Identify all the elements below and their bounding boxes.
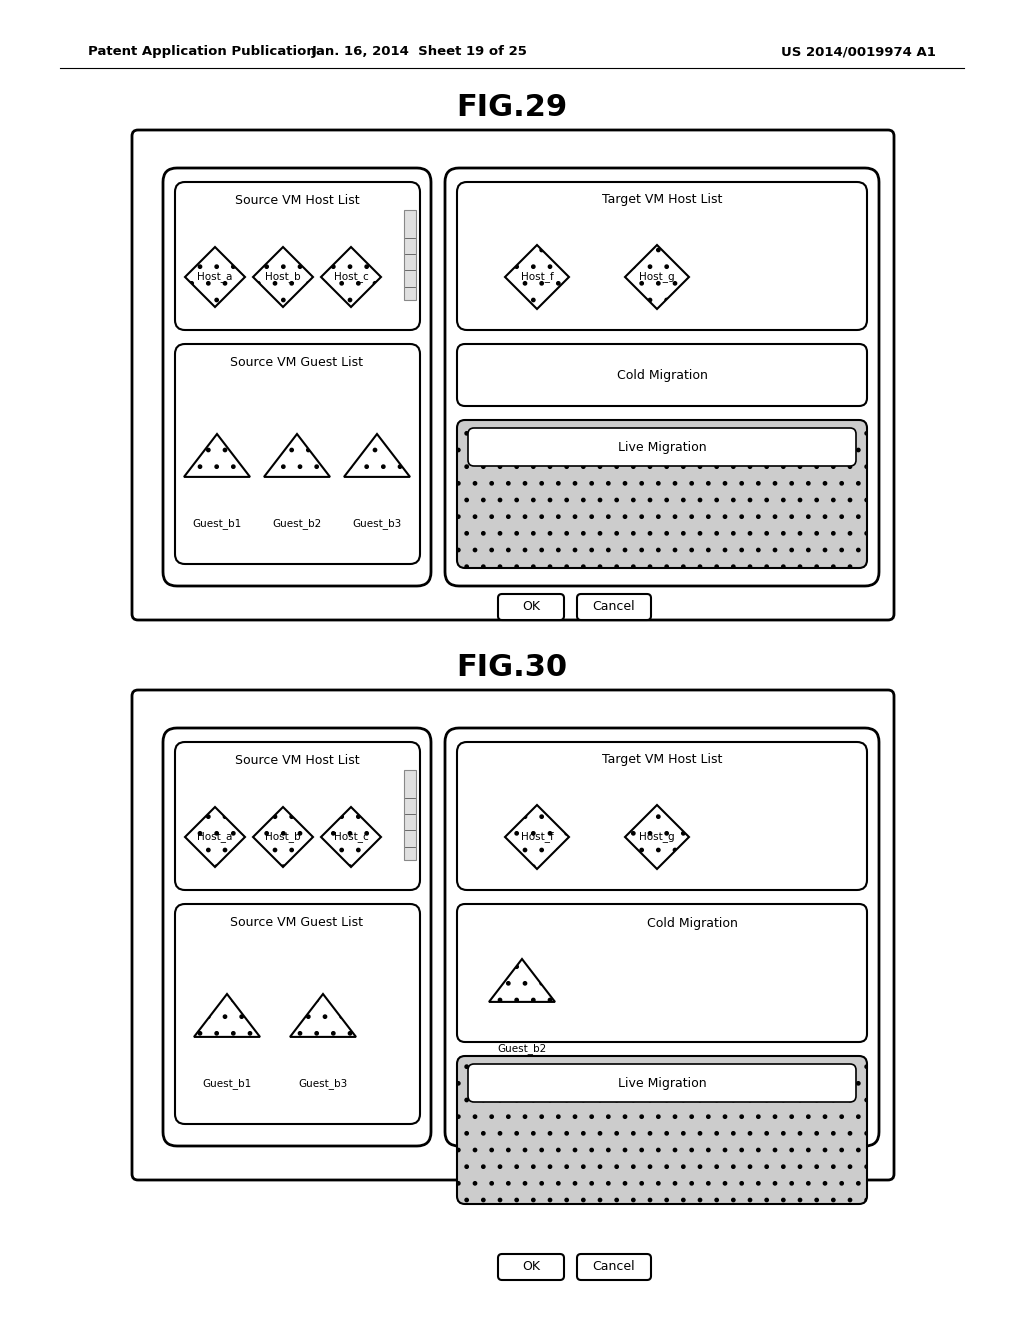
FancyBboxPatch shape <box>457 1056 867 1204</box>
Polygon shape <box>253 807 313 867</box>
Text: Target VM Host List: Target VM Host List <box>602 194 722 206</box>
Polygon shape <box>290 994 356 1038</box>
Text: Source VM Guest List: Source VM Guest List <box>230 355 364 368</box>
FancyBboxPatch shape <box>445 729 879 1146</box>
Text: Guest_b3: Guest_b3 <box>352 519 401 529</box>
FancyBboxPatch shape <box>468 1064 856 1102</box>
Text: Host_b: Host_b <box>265 832 301 842</box>
Polygon shape <box>184 434 250 477</box>
Text: Host_c: Host_c <box>334 272 369 282</box>
Text: Guest_b3: Guest_b3 <box>298 1078 347 1089</box>
FancyBboxPatch shape <box>132 690 894 1180</box>
Text: Host_f: Host_f <box>520 832 553 842</box>
FancyBboxPatch shape <box>457 182 867 330</box>
Polygon shape <box>505 805 569 869</box>
FancyBboxPatch shape <box>498 1254 564 1280</box>
Text: Host_b: Host_b <box>265 272 301 282</box>
Bar <box>404 210 416 300</box>
FancyBboxPatch shape <box>163 168 431 586</box>
Polygon shape <box>505 246 569 309</box>
FancyBboxPatch shape <box>457 420 867 568</box>
Text: Guest_b1: Guest_b1 <box>193 519 242 529</box>
Text: Guest_b1: Guest_b1 <box>203 1078 252 1089</box>
Polygon shape <box>625 246 689 309</box>
Text: Host_c: Host_c <box>334 832 369 842</box>
FancyBboxPatch shape <box>175 904 420 1125</box>
Polygon shape <box>489 960 555 1002</box>
FancyBboxPatch shape <box>468 428 856 466</box>
Text: Cancel: Cancel <box>593 1261 635 1274</box>
Text: Live Migration: Live Migration <box>617 441 707 454</box>
FancyBboxPatch shape <box>445 168 879 586</box>
Text: Live Migration: Live Migration <box>617 1077 707 1089</box>
Text: Host_a: Host_a <box>198 832 232 842</box>
FancyBboxPatch shape <box>498 594 564 620</box>
Text: US 2014/0019974 A1: US 2014/0019974 A1 <box>781 45 936 58</box>
Text: Patent Application Publication: Patent Application Publication <box>88 45 315 58</box>
Text: Target VM Host List: Target VM Host List <box>602 754 722 767</box>
FancyBboxPatch shape <box>577 1254 651 1280</box>
FancyBboxPatch shape <box>175 345 420 564</box>
Text: Jan. 16, 2014  Sheet 19 of 25: Jan. 16, 2014 Sheet 19 of 25 <box>312 45 528 58</box>
Polygon shape <box>194 994 260 1038</box>
Text: Guest_b2: Guest_b2 <box>272 519 322 529</box>
Text: Guest_b2: Guest_b2 <box>498 1044 547 1055</box>
Text: OK: OK <box>522 1261 540 1274</box>
Text: Host_f: Host_f <box>520 272 553 282</box>
FancyBboxPatch shape <box>577 594 651 620</box>
Text: Host_g: Host_g <box>639 832 675 842</box>
Polygon shape <box>321 247 381 308</box>
Polygon shape <box>185 807 245 867</box>
Text: OK: OK <box>522 601 540 614</box>
Text: FIG.30: FIG.30 <box>457 653 567 682</box>
Polygon shape <box>625 805 689 869</box>
FancyBboxPatch shape <box>457 904 867 1041</box>
Text: Host_a: Host_a <box>198 272 232 282</box>
FancyBboxPatch shape <box>175 742 420 890</box>
Bar <box>404 770 416 861</box>
Text: Cold Migration: Cold Migration <box>646 917 737 931</box>
FancyBboxPatch shape <box>132 129 894 620</box>
Polygon shape <box>253 247 313 308</box>
Text: Source VM Guest List: Source VM Guest List <box>230 916 364 928</box>
Polygon shape <box>344 434 410 477</box>
Text: Source VM Host List: Source VM Host List <box>234 754 359 767</box>
Polygon shape <box>321 807 381 867</box>
Polygon shape <box>185 247 245 308</box>
Text: Source VM Host List: Source VM Host List <box>234 194 359 206</box>
FancyBboxPatch shape <box>163 729 431 1146</box>
Text: FIG.29: FIG.29 <box>457 94 567 123</box>
FancyBboxPatch shape <box>175 182 420 330</box>
Text: Host_g: Host_g <box>639 272 675 282</box>
Polygon shape <box>264 434 330 477</box>
Text: Cancel: Cancel <box>593 601 635 614</box>
FancyBboxPatch shape <box>457 345 867 407</box>
Text: Cold Migration: Cold Migration <box>616 368 708 381</box>
FancyBboxPatch shape <box>457 742 867 890</box>
